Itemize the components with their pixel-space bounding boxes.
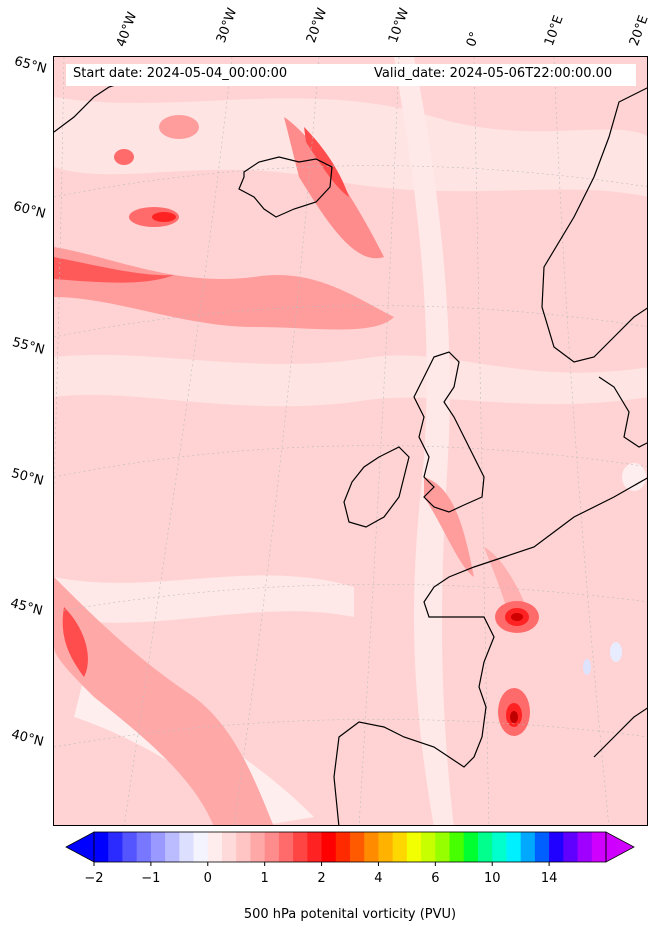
lon-label-30w: 30°W [213,6,241,45]
lon-label-40w: 40°W [113,10,141,49]
colorbar-cell [94,832,109,862]
colorbar-cell [278,832,294,862]
colorbar-cell [335,832,351,862]
colorbar-tick-label: −2 [84,871,104,886]
colorbar-cell [150,832,166,862]
colorbar-cell [250,832,266,862]
colorbar-tick-label: 6 [431,871,440,886]
colorbar-extend-low [65,831,95,863]
lat-label-60n: 60°N [11,199,48,222]
colorbar-cell [165,832,180,862]
colorbar-cell [222,832,237,862]
colorbar-tick-label: 4 [374,871,383,886]
colorbar-border [93,831,607,863]
pv-field [54,57,647,825]
colorbar-cell [236,832,251,862]
colorbar-cell [122,832,138,862]
colorbar-cell [108,832,123,862]
colorbar-cell [591,832,607,862]
lon-label-20e: 20°E [626,13,652,49]
lat-label-65n: 65°N [12,54,49,77]
colorbar-cell [421,832,436,862]
colorbar-cell [478,832,493,862]
lon-label-0: 0° [463,29,484,49]
colorbar-cell [492,832,507,862]
colorbar-cell [563,832,579,862]
lon-label-10e: 10°E [541,13,567,49]
colorbar-cell [136,832,152,862]
colorbar-cell [534,832,550,862]
colorbar-cell [321,832,337,862]
colorbar-cell [378,832,394,862]
colorbar-cell [463,832,479,862]
lat-label-45n: 45°N [8,596,45,619]
colorbar-cell [264,832,280,862]
colorbar-cell [207,832,223,862]
map-panel [53,56,648,826]
colorbar-cell [549,832,564,862]
colorbar-tick-label: −1 [141,871,161,886]
colorbar-cell [520,832,536,862]
colorbar-tick-label: 10 [483,871,501,886]
colorbar-cell [364,832,379,862]
lat-label-55n: 55°N [10,335,47,358]
colorbar-extend-high [605,831,635,863]
colorbar-cell [293,832,308,862]
colorbar-cell [406,832,422,862]
colorbar-cell [350,832,365,862]
lat-label-50n: 50°N [9,466,46,489]
lon-label-10w: 10°W [385,6,413,45]
colorbar-cell [506,832,522,862]
header-box [66,64,636,86]
lon-label-20w: 20°W [303,6,331,45]
colorbar-title: 500 hPa potenital vorticity (PVU) [243,907,457,922]
colorbar-tick-label: 0 [203,871,212,886]
colorbar-tick-label: 1 [260,871,269,886]
colorbar-tick-label: 2 [317,871,326,886]
colorbar-cell [449,832,465,862]
colorbar [65,831,635,866]
valid-date-label: Valid_date: 2024-05-06T22:00:00.00 [374,66,613,81]
lat-label-40n: 40°N [9,727,46,750]
start-date-label: Start date: 2024-05-04_00:00:00 [73,66,288,81]
colorbar-cell [435,832,451,862]
colorbar-cell [392,832,408,862]
colorbar-cell [577,832,593,862]
colorbar-tick-label: 14 [540,871,558,886]
colorbar-cell [193,832,209,862]
colorbar-cell [307,832,323,862]
colorbar-cell [179,832,195,862]
